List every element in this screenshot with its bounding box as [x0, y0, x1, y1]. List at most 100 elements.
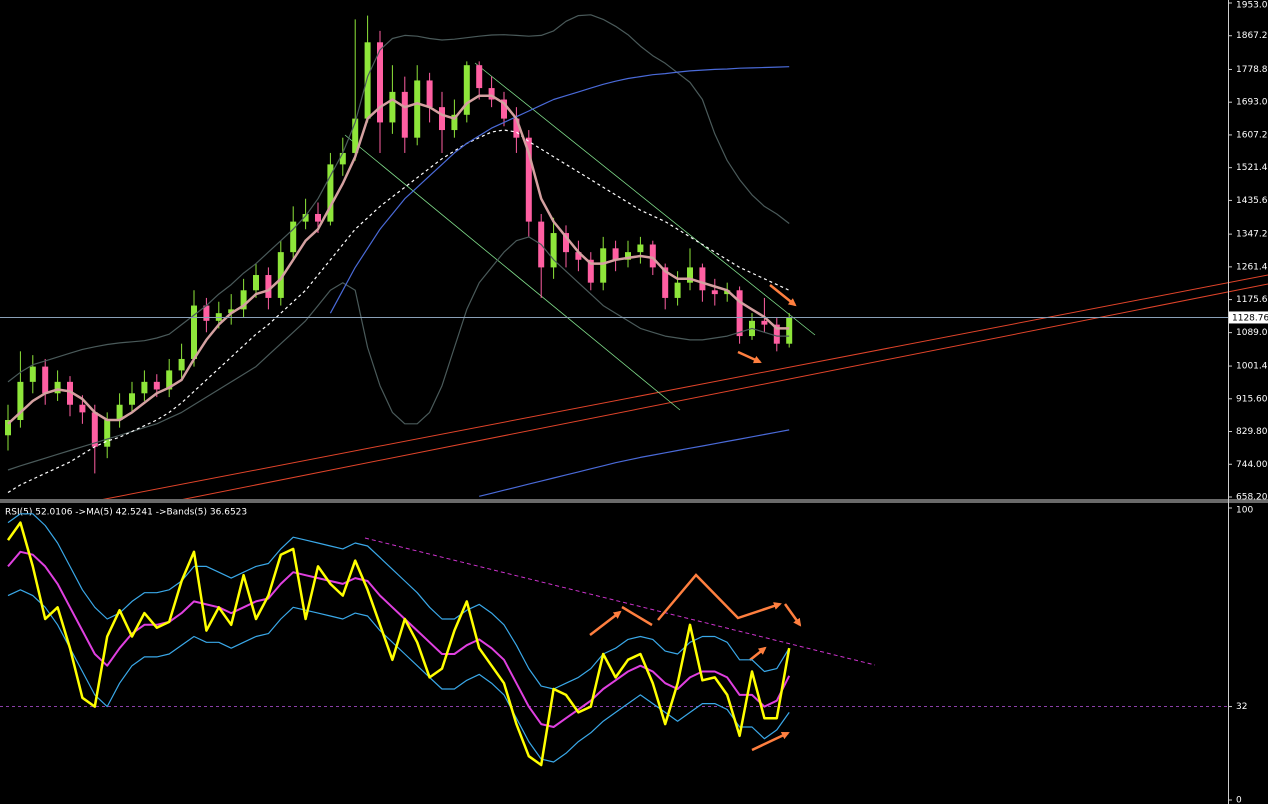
candle-body	[253, 275, 259, 291]
candle-body	[364, 42, 371, 119]
y-tick-label: 1953.00	[1236, 1, 1268, 11]
candle-body	[463, 65, 470, 115]
arrow	[783, 603, 802, 627]
candle-body	[600, 248, 607, 283]
candle-body	[129, 393, 135, 405]
candle-body	[637, 244, 644, 253]
candle-body	[451, 114, 458, 131]
candle-body	[166, 370, 173, 390]
candle-body	[513, 118, 520, 138]
series-line	[329, 66, 790, 314]
last-price-label: 1128.76	[1232, 313, 1268, 323]
y-tick-label: 1867.20	[1236, 31, 1268, 41]
candle-body	[339, 152, 346, 165]
series-line	[7, 236, 790, 471]
candle-body	[426, 80, 433, 108]
candle-body	[91, 412, 98, 447]
candle-body	[79, 404, 86, 413]
candle-body	[17, 381, 24, 421]
candle-body	[525, 137, 532, 222]
trend-line	[179, 283, 1268, 501]
candle-body	[178, 358, 185, 371]
candle-body	[761, 320, 768, 325]
y-tick-label: 829.80	[1236, 427, 1268, 437]
candle-body	[612, 248, 619, 260]
candle-body	[724, 290, 731, 295]
y-tick-label: 0	[1236, 796, 1242, 804]
candle-body	[240, 290, 247, 310]
arrow	[589, 610, 622, 636]
y-tick-label: 100	[1236, 506, 1253, 516]
candle-body	[116, 404, 123, 421]
candle-body	[54, 381, 61, 394]
y-tick-label: 1175.60	[1236, 295, 1268, 305]
arrow	[751, 731, 790, 752]
candle-body	[439, 107, 445, 131]
candle-body	[5, 420, 11, 436]
series-line	[7, 513, 790, 690]
candle-body	[625, 252, 631, 260]
candle-body	[389, 91, 396, 123]
series-line	[7, 550, 791, 728]
drawings	[99, 62, 1268, 752]
candle-body	[687, 267, 693, 283]
candle-body	[674, 282, 681, 298]
candle-body	[141, 381, 148, 394]
y-tick-label: 1001.40	[1236, 362, 1268, 372]
candle-body	[786, 317, 793, 344]
candle-body	[203, 305, 210, 321]
arrow	[657, 573, 782, 621]
candle-body	[587, 259, 594, 283]
y-tick-label: 744.00	[1236, 460, 1268, 470]
candle-body	[42, 366, 49, 394]
candle-body	[377, 42, 383, 123]
y-tick-label: 1693.00	[1236, 98, 1268, 108]
candle-body	[501, 99, 507, 119]
channel-line	[344, 134, 681, 411]
candle-body	[575, 252, 582, 260]
series-line	[7, 94, 790, 425]
series-line	[7, 14, 790, 383]
y-tick-label: 658.20	[1236, 493, 1268, 503]
series-line	[479, 429, 790, 497]
channel-line	[474, 62, 816, 336]
candle-body	[315, 213, 321, 222]
candle-body	[327, 164, 334, 222]
y-tick-label: 32	[1236, 702, 1247, 712]
y-tick-label: 1261.40	[1236, 262, 1268, 272]
candle-body	[290, 221, 297, 253]
arrow	[737, 350, 762, 364]
candle-body	[104, 420, 111, 447]
candle-body	[277, 252, 284, 298]
candle-body	[699, 267, 706, 291]
y-tick-label: 1521.40	[1236, 163, 1268, 173]
candle-body	[265, 275, 272, 298]
last-price-box	[1229, 311, 1268, 324]
candle-body	[29, 366, 36, 382]
arrow	[621, 605, 653, 627]
panel-separator	[0, 499, 1268, 503]
candle-body	[649, 244, 656, 268]
arrow	[769, 284, 797, 307]
rsi-trend-line	[364, 537, 876, 666]
series-line	[7, 129, 790, 494]
trend-line	[99, 274, 1268, 501]
y-tick-label: 915.60	[1236, 394, 1268, 404]
candle-body	[191, 305, 197, 359]
candle-body	[302, 213, 309, 222]
candle-body	[476, 65, 483, 89]
candle-body	[736, 290, 743, 337]
candle-body	[401, 91, 408, 138]
series-line	[6, 521, 791, 767]
indicator-title: RSI(5) 52.0106 ->MA(5) 42.5241 ->Bands(5…	[5, 508, 247, 518]
series-line	[7, 589, 790, 763]
candle-body	[488, 88, 495, 100]
y-tick-label: 1778.80	[1236, 65, 1268, 75]
candle-body	[67, 381, 73, 405]
candle-body	[414, 80, 421, 138]
candle-body	[153, 381, 160, 390]
y-tick-label: 1089.00	[1236, 328, 1268, 338]
